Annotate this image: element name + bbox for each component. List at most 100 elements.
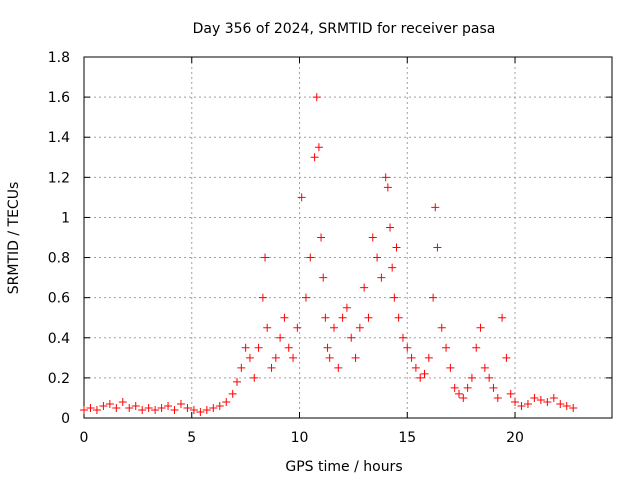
data-point (306, 253, 315, 262)
data-point (424, 353, 433, 362)
data-point (467, 373, 476, 382)
data-point (450, 383, 459, 392)
data-point (312, 93, 321, 102)
data-point (80, 405, 88, 414)
data-point (433, 243, 442, 252)
data-point (569, 403, 578, 412)
x-tick-label: 10 (291, 430, 309, 446)
data-point (454, 389, 463, 398)
data-point (196, 407, 205, 416)
data-point (271, 353, 280, 362)
y-tick-label: 0.2 (48, 371, 70, 387)
data-point (368, 233, 377, 242)
data-point (301, 293, 310, 302)
data-point (237, 363, 246, 372)
data-point (323, 343, 332, 352)
data-point (342, 303, 351, 312)
data-point (254, 343, 263, 352)
data-point (334, 363, 343, 372)
data-point (390, 293, 399, 302)
data-point (176, 399, 185, 408)
data-point (407, 353, 416, 362)
data-point (536, 395, 545, 404)
x-tick-label: 15 (398, 430, 416, 446)
data-point (314, 143, 323, 152)
data-point (280, 313, 289, 322)
tick-layer (83, 56, 612, 419)
y-tick-label: 0.6 (48, 291, 70, 307)
data-point (355, 323, 364, 332)
data-point (398, 333, 407, 342)
x-tick-labels: 0 5 10 15 20 (80, 430, 524, 446)
data-point (151, 405, 160, 414)
data-point (543, 397, 552, 406)
data-point (293, 323, 302, 332)
data-point (562, 401, 571, 410)
data-point (319, 273, 328, 282)
data-point (383, 183, 392, 192)
data-point (446, 363, 455, 372)
data-point (321, 313, 330, 322)
data-point (511, 397, 520, 406)
data-point (431, 203, 440, 212)
data-point (489, 383, 498, 392)
data-point (480, 363, 489, 372)
data-point (429, 293, 438, 302)
x-axis-label: GPS time / hours (285, 459, 402, 475)
data-point (388, 263, 397, 272)
data-point (463, 383, 472, 392)
y-axis-label: SRMTID / TECUs (6, 182, 22, 295)
data-point (530, 393, 539, 402)
data-point (493, 393, 502, 402)
data-point (472, 343, 481, 352)
data-point (549, 393, 558, 402)
grid-layer (84, 57, 612, 418)
data-point (261, 253, 270, 262)
y-tick-label: 1 (61, 210, 70, 226)
data-point (373, 253, 382, 262)
data-point (459, 393, 468, 402)
data-point (105, 399, 114, 408)
data-point (381, 173, 390, 182)
y-tick-label: 1.2 (48, 170, 70, 186)
data-point (411, 363, 420, 372)
data-point (297, 193, 306, 202)
data-point (245, 353, 254, 362)
data-point (394, 313, 403, 322)
data-point (189, 405, 198, 414)
data-point (351, 353, 360, 362)
data-point (157, 403, 166, 412)
plot-frame (83, 56, 613, 419)
x-tick-label: 5 (187, 430, 196, 446)
x-tick-label: 0 (80, 430, 89, 446)
data-point (92, 405, 101, 414)
data-point (416, 373, 425, 382)
data-point (138, 405, 147, 414)
y-tick-labels: 0 0.2 0.4 0.6 0.8 1 1.2 1.4 1.6 1.8 (48, 50, 70, 427)
y-tick-label: 1.6 (48, 90, 70, 106)
x-tick-label: 20 (506, 430, 524, 446)
data-point (485, 373, 494, 382)
data-point (284, 343, 293, 352)
data-point (502, 353, 511, 362)
data-point (420, 369, 429, 378)
data-point (517, 401, 526, 410)
data-point (289, 353, 298, 362)
y-tick-label: 0.8 (48, 251, 70, 267)
data-point (377, 273, 386, 282)
data-point (347, 333, 356, 342)
data-point (164, 401, 173, 410)
data-point (523, 399, 532, 408)
data-point (222, 397, 231, 406)
data-point (437, 323, 446, 332)
data-point (506, 389, 515, 398)
chart-title: Day 356 of 2024, SRMTID for receiver pas… (193, 21, 496, 37)
data-point (317, 233, 326, 242)
data-point (250, 373, 259, 382)
data-point (125, 403, 134, 412)
data-point (325, 353, 334, 362)
data-point (131, 401, 140, 410)
data-point (263, 323, 272, 332)
